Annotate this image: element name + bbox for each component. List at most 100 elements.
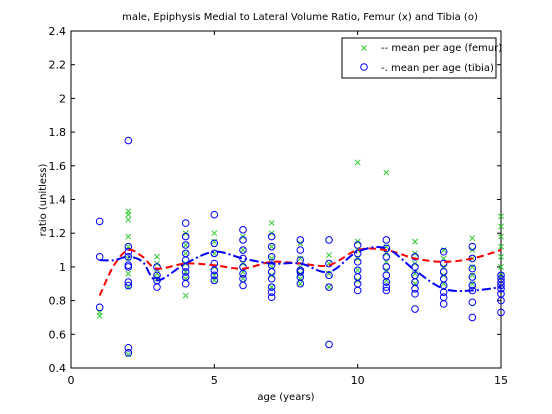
femur-point-stroke-b (125, 351, 132, 358)
tibia-point (439, 300, 448, 308)
y-tick-label: 0.8 (49, 295, 67, 308)
tibia-point (153, 263, 161, 271)
femur-point (412, 270, 418, 277)
tibia-point (382, 283, 391, 291)
tibia-point (239, 246, 247, 254)
femur-point (412, 238, 418, 245)
femur-point-stroke-b (154, 253, 160, 260)
tibia-point (353, 249, 362, 258)
femur-point (326, 270, 332, 277)
tibia-point (353, 241, 362, 249)
x-tick-label: 5 (211, 374, 218, 387)
y-tick-label: 1.2 (49, 227, 67, 240)
tibia-point (267, 242, 276, 251)
femur-point (326, 284, 332, 291)
tibia-point (124, 263, 133, 271)
tibia-point (296, 236, 305, 244)
femur-point-stroke-b (412, 238, 418, 245)
femur-point (182, 242, 189, 248)
femur-point-stroke-b (469, 263, 476, 270)
tibia-point (181, 279, 190, 288)
femur-point (211, 238, 218, 245)
x-axis: 0 5 10 15 (68, 31, 508, 387)
femur-point (211, 230, 218, 237)
tibia-point (210, 271, 219, 280)
femur-point-stroke-b (268, 220, 275, 227)
femur-point-stroke-b (297, 280, 304, 287)
y-tick-label: 2.4 (49, 25, 67, 38)
y-tick-label: 2.2 (49, 59, 67, 72)
tibia-point (181, 219, 190, 227)
femur-point-stroke-b (326, 260, 332, 267)
tibia-point (267, 252, 276, 261)
tibia-point (124, 281, 133, 290)
tibia-point (181, 232, 190, 241)
legend-marker-femur (361, 45, 367, 51)
femur-point (268, 255, 275, 262)
femur-point-stroke-b (182, 242, 189, 248)
plot-area (70, 30, 502, 369)
y-tick-label: 1.8 (49, 126, 67, 139)
tibia-point (296, 246, 305, 254)
tibia-point (267, 288, 276, 296)
tibia-point (296, 279, 305, 288)
femur-point-stroke-b (125, 216, 132, 223)
tibia-point (124, 349, 133, 357)
tibia-point (95, 303, 104, 312)
tibia-point (124, 278, 133, 286)
tibia-point (95, 217, 104, 226)
tibia-point (497, 281, 505, 290)
femur-point-stroke-b (268, 243, 275, 250)
tibia-point (124, 343, 133, 352)
femur-point (125, 351, 132, 358)
femur-point-stroke-b (125, 233, 132, 240)
tibia-point (267, 274, 276, 283)
femur-point-stroke-b (211, 238, 218, 245)
femur-point (154, 253, 160, 260)
legend-marker-tibia (360, 63, 368, 71)
y-axis-label: ratio (unitless) (38, 164, 49, 237)
x-tick-label: 0 (68, 374, 75, 387)
femur-point (326, 252, 332, 259)
femur-point-stroke-b (498, 233, 504, 240)
tibia-point (181, 268, 190, 276)
femur-point (354, 159, 361, 166)
y-tick-label: 0.6 (49, 328, 67, 341)
tibia-point (468, 264, 477, 273)
tibia-point (468, 313, 477, 322)
femur-point (498, 263, 504, 270)
tibia-point (497, 308, 505, 317)
femur-point-stroke-b (211, 250, 218, 257)
femur-point (125, 270, 132, 277)
tibia-point (210, 249, 219, 258)
femur-point-stroke-b (498, 213, 504, 220)
tibia-point (382, 236, 391, 244)
legend-label-tibia: -. mean per age (tibia) (381, 63, 494, 74)
femur-point-stroke-b (326, 252, 332, 259)
femur-point (498, 243, 504, 250)
legend-label-femur: -- mean per age (femur) (381, 43, 502, 54)
tibia-point (382, 252, 391, 261)
tibia-point (267, 293, 276, 302)
tibia-point (468, 298, 477, 307)
tibia-point (296, 268, 305, 276)
femur-point (182, 292, 189, 299)
femur-point (498, 233, 504, 240)
y-tick-label: 2 (59, 92, 66, 105)
tibia-point (267, 283, 276, 291)
tibia-mean-line (99, 246, 502, 293)
femur-point-stroke-b (326, 284, 332, 291)
femur-point-stroke-b (498, 223, 504, 230)
tibia-point (124, 136, 133, 145)
x-tick-label: 10 (351, 374, 365, 387)
femur-point (125, 216, 132, 223)
tibia-point (267, 232, 276, 241)
femur-point-stroke-b (326, 270, 332, 277)
legend-o-marker (360, 63, 368, 71)
tibia-point (411, 290, 419, 298)
tibia-point (439, 247, 448, 256)
tibia-point (468, 242, 477, 251)
tibia-point (181, 241, 190, 249)
femur-point (383, 169, 390, 176)
